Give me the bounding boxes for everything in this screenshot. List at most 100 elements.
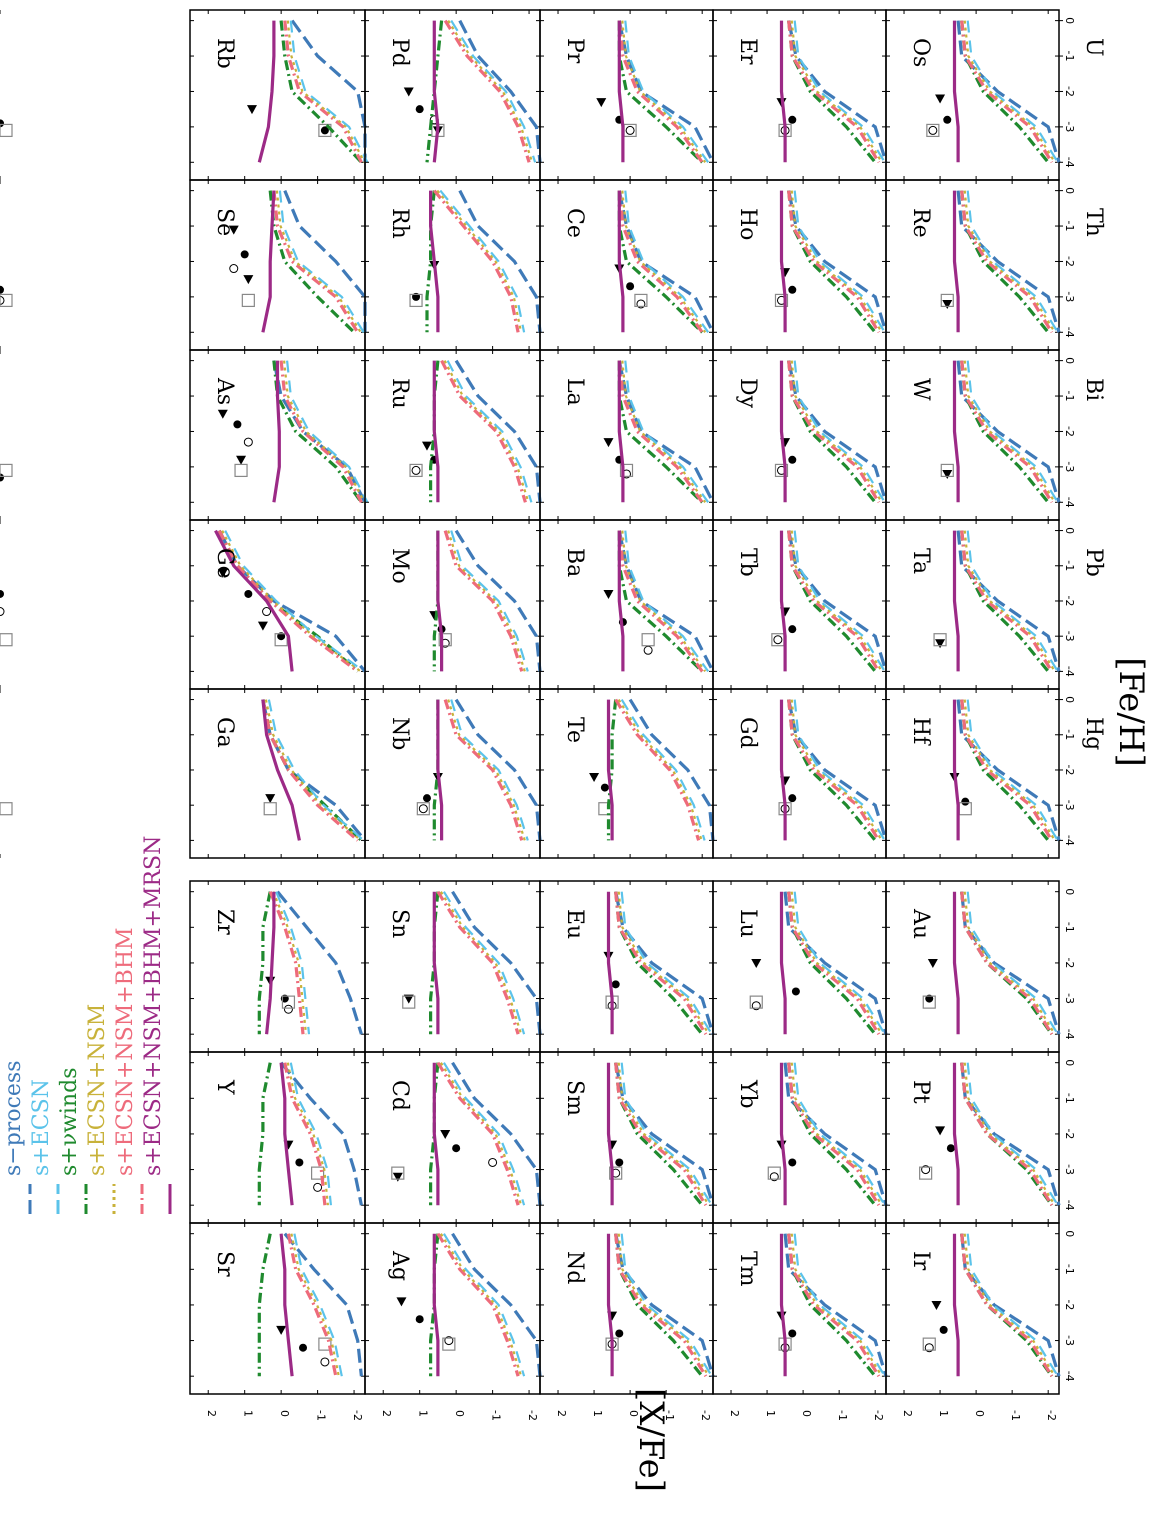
model-curve-bhm: [279, 360, 363, 504]
observation-point: [609, 1166, 623, 1180]
observation-point: [392, 1172, 403, 1182]
observation-point: [411, 465, 421, 475]
model-curve-s: [217, 529, 367, 673]
model-curve-mrsn: [779, 699, 787, 841]
xtick-label: -3: [1063, 631, 1076, 642]
model-curve-s: [276, 890, 363, 1035]
model-curve-nsm: [621, 360, 707, 503]
panel-frame: [885, 1051, 1060, 1224]
panel-frame: [539, 9, 714, 181]
model-curve-ecsn: [620, 891, 713, 1035]
model-curve-ecsn: [286, 360, 369, 503]
observations: [396, 1297, 456, 1351]
observation-point: [924, 1343, 934, 1353]
model-curve-nuw: [787, 1233, 877, 1378]
observation-point: [0, 285, 4, 294]
ytick-label: 2: [380, 1410, 393, 1417]
observation-point: [416, 802, 430, 816]
model-curve-bhm: [617, 530, 704, 673]
model-curve-mrsn: [779, 530, 787, 672]
observation-point: [749, 995, 763, 1009]
xtick-label: -4: [1063, 666, 1076, 677]
panel-label: Pt: [908, 1080, 933, 1104]
model-curve-bhm: [436, 890, 520, 1035]
observation-point: [0, 589, 4, 598]
model-curve-mrsn: [261, 190, 276, 333]
observation-point: [265, 794, 276, 804]
model-curve-nuw: [257, 891, 272, 1035]
model-curve-nuw: [617, 360, 704, 504]
panel-frame: [885, 688, 1060, 859]
panel-frame: [885, 519, 1060, 690]
observation-point: [939, 1325, 948, 1334]
observations: [0, 463, 13, 482]
panel-label: Mo: [387, 548, 412, 584]
xtick-label: -2: [1063, 1128, 1076, 1139]
observations: [926, 94, 952, 138]
xtick-label: -3: [1063, 1335, 1076, 1346]
observation-point: [788, 625, 797, 634]
panel-nd: Nd: [539, 1222, 715, 1395]
observations: [603, 589, 655, 655]
panel-frame: [539, 349, 714, 521]
model-curve-mrsn: [952, 20, 960, 163]
legend-label: s+ECSN: [29, 1079, 54, 1176]
panel-label: Pb: [1081, 548, 1106, 577]
xtick-label: -4: [1063, 1371, 1076, 1382]
panel-label: Tm: [735, 1251, 760, 1287]
observation-point: [615, 1158, 624, 1167]
ytick-label: 1: [937, 1410, 950, 1417]
y-axis-title: [X/Fe]: [631, 1388, 671, 1492]
observation-point: [243, 437, 253, 447]
xtick-label: -3: [1063, 461, 1076, 472]
model-curve-ecsn: [620, 699, 706, 841]
model-curve-nuw: [787, 1062, 877, 1207]
model-curve-bhm: [440, 359, 527, 503]
legend-label: s+ECSN+NSM+BHM: [113, 927, 138, 1176]
model-curve-bhm: [787, 1062, 881, 1207]
model-curve-s: [783, 1233, 888, 1377]
model-curve-ecsn: [450, 20, 537, 163]
model-curve-ecsn: [793, 891, 886, 1035]
panel-frame: [539, 1051, 714, 1224]
panel-frame: [885, 349, 1060, 521]
panel-label: Cd: [387, 1080, 412, 1111]
legend-label: s−process: [1, 1061, 26, 1177]
model-curve-bhm: [283, 1062, 327, 1206]
observations: [933, 633, 947, 649]
observations: [940, 293, 954, 309]
xtick-label: -2: [1063, 426, 1076, 437]
model-curve-mrsn: [429, 190, 440, 333]
observation-point: [935, 94, 946, 104]
model-curve-nsm: [621, 20, 707, 163]
observation-point: [791, 987, 800, 996]
ytick-label: -1: [663, 1410, 676, 1421]
ytick-label: 1: [764, 1410, 777, 1417]
xtick-label: -2: [1063, 256, 1076, 267]
observation-point: [774, 293, 789, 308]
legend-label: s+ECSN+NSM: [85, 1004, 110, 1176]
observation-point: [313, 1182, 323, 1192]
model-curve-nsm: [790, 20, 883, 163]
model-curve-nsm: [439, 1233, 523, 1377]
observation-point: [0, 802, 13, 816]
panel-label: Ba: [562, 548, 587, 577]
observation-point: [926, 123, 940, 138]
x-axis-title: [Fe/H]: [1111, 657, 1151, 767]
observations: [922, 958, 938, 1009]
model-curve-nsm: [286, 20, 366, 163]
model-curve-mrsn: [606, 699, 614, 841]
panel-ag: Ag: [364, 1222, 542, 1395]
model-curve-mrsn: [606, 1062, 614, 1206]
observations: [922, 1300, 948, 1353]
model-curve-bhm: [436, 1061, 520, 1206]
model-curve-nuw: [787, 190, 877, 334]
legend: s−process s+ECSN s+νwinds s+ECSN+NSM s+ECSN+…: [1, 836, 172, 1214]
observation-point: [415, 1315, 424, 1324]
xtick-label: -4: [1063, 835, 1076, 846]
model-curve-mrsn: [272, 360, 281, 503]
model-curve-nsm: [290, 1233, 340, 1377]
panel-label: Se: [212, 208, 237, 236]
observation-point: [788, 794, 797, 803]
model-curve-nsm: [617, 1233, 710, 1377]
